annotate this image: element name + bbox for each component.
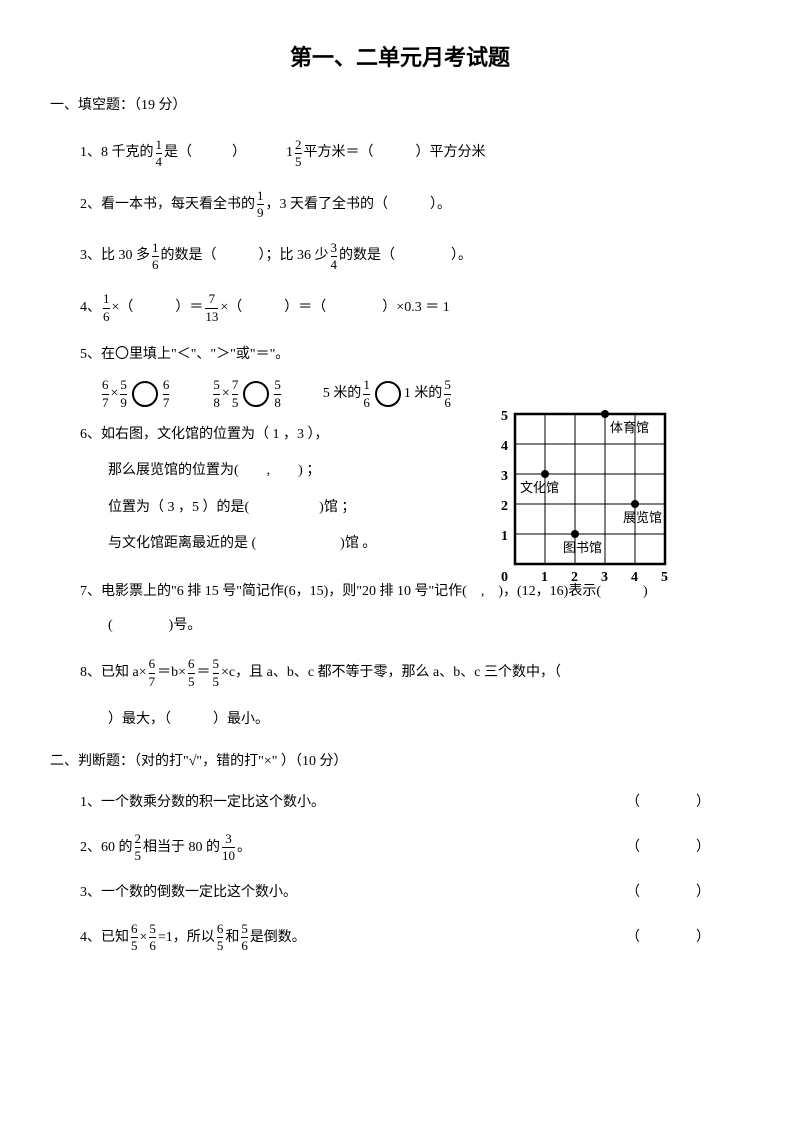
q3-prefix: 3、比 30 多 [80,245,150,267]
svg-text:3: 3 [501,469,508,484]
q4-frac2: 713 [205,292,218,324]
q4: 4、 16 ×（ ）＝ 713 ×（ ）＝（ ）×0.3 ＝ 1 [80,292,750,324]
q1-suffix: 平方米＝（ ）平方分米 [304,142,486,164]
svg-text:体育馆: 体育馆 [610,420,649,435]
q5-header: 5、在〇里填上"＜"、"＞"或"＝"。 [80,344,750,366]
q1-gap: 1 [286,142,293,164]
circle-icon [243,381,269,407]
q3-mid: 的数是（ ）；比 36 少 [161,245,329,267]
answer-paren: （ ） [626,927,710,949]
q8-l2: ）最大，（ ）最小。 [108,709,750,731]
q3-suffix: 的数是（ ）。 [339,245,472,267]
q5-body: 67 × 59 67 58 × 75 58 5 米的 16 1 米的 56 [100,378,750,410]
svg-text:展览馆: 展览馆 [623,510,662,525]
q4-mid1: ×（ ）＝ [112,297,204,319]
q3: 3、比 30 多 16 的数是（ ）；比 36 少 34 的数是（ ）。 [80,241,750,273]
q7b: ( )号。 [108,615,750,637]
q2-prefix: 2、看一本书，每天看全书的 [80,194,255,216]
q8: 8、已知 a× 67 ＝b× 65 ＝ 55 ×c，且 a、b、c 都不等于零，… [80,657,750,689]
answer-paren: （ ） [626,837,710,859]
q2: 2、看一本书，每天看全书的 19 ，3 天看了全书的（ ）。 [80,189,750,221]
svg-text:文化馆: 文化馆 [520,480,559,495]
q2-frac: 19 [257,189,264,221]
answer-paren: （ ） [626,792,710,814]
svg-text:4: 4 [501,439,508,454]
q3-frac2: 34 [331,241,338,273]
svg-text:5: 5 [661,570,668,585]
s2-q3: 3、一个数的倒数一定比这个数小。 （ ） [80,882,750,904]
page-title: 第一、二单元月考试题 [50,40,750,75]
circle-icon [132,381,158,407]
section1-header: 一、填空题：（19 分） [50,95,750,117]
section2-header: 二、判断题：（对的打"√"，错的打"×" ）（10 分） [50,751,750,773]
q1: 1、8 千克的 14 是（ ） 1 25 平方米＝（ ）平方分米 [80,138,750,170]
q4-suffix: ×（ ）＝（ ）×0.3 ＝ 1 [220,297,449,319]
q1-mid1: 是（ [164,142,192,164]
s2-q1: 1、一个数乘分数的积一定比这个数小。 （ ） [80,792,750,814]
circle-icon [375,381,401,407]
s2-q2: 2、60 的 25 相当于 80 的 310 。 （ ） [80,832,750,864]
s2-q4: 4、已知 65 × 56 =1，所以 65 和 56 是倒数。 （ ） [80,922,750,954]
q3-frac1: 16 [152,241,159,273]
q1-frac1: 14 [156,138,163,170]
svg-text:2: 2 [571,570,578,585]
grid-chart: 体育馆 文化馆 展览馆 图书馆 5 4 3 2 1 0 1 2 3 4 5 [490,409,690,589]
q4-frac1: 16 [103,292,110,324]
svg-text:5: 5 [501,409,508,424]
q1-frac2: 25 [295,138,302,170]
q1-prefix: 1、8 千克的 [80,142,154,164]
q1-mid2: ） [232,142,246,164]
svg-text:0: 0 [501,570,508,585]
svg-text:2: 2 [501,499,508,514]
svg-text:4: 4 [631,570,638,585]
q2-suffix: ，3 天看了全书的（ ）。 [266,194,452,216]
answer-paren: （ ） [626,882,710,904]
coordinate-grid: 体育馆 文化馆 展览馆 图书馆 5 4 3 2 1 0 1 2 3 4 5 [490,409,690,589]
svg-text:图书馆: 图书馆 [563,540,602,555]
q6: 体育馆 文化馆 展览馆 图书馆 5 4 3 2 1 0 1 2 3 4 5 6、… [50,424,750,556]
svg-text:3: 3 [601,570,608,585]
q4-prefix: 4、 [80,297,101,319]
svg-text:1: 1 [541,570,548,585]
svg-text:1: 1 [501,529,508,544]
